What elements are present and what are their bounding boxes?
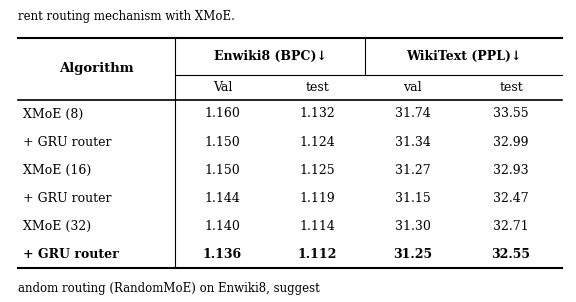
Text: Enwiki8 (BPC)↓: Enwiki8 (BPC)↓ xyxy=(214,50,327,63)
Text: 1.124: 1.124 xyxy=(300,136,335,149)
Text: 1.150: 1.150 xyxy=(204,163,240,176)
Text: 31.27: 31.27 xyxy=(395,163,430,176)
Text: + GRU router: + GRU router xyxy=(23,248,119,261)
Text: 1.125: 1.125 xyxy=(300,163,335,176)
Text: 1.160: 1.160 xyxy=(204,108,240,120)
Text: 32.47: 32.47 xyxy=(493,191,529,204)
Text: 1.144: 1.144 xyxy=(204,191,240,204)
Text: XMoE (16): XMoE (16) xyxy=(23,163,91,176)
Text: Val: Val xyxy=(213,81,232,94)
Text: test: test xyxy=(499,81,523,94)
Text: 1.150: 1.150 xyxy=(204,136,240,149)
Text: 1.114: 1.114 xyxy=(300,220,335,233)
Text: 1.119: 1.119 xyxy=(300,191,335,204)
Text: Algorithm: Algorithm xyxy=(59,63,134,76)
Text: 1.140: 1.140 xyxy=(204,220,240,233)
Text: 31.34: 31.34 xyxy=(395,136,430,149)
Text: 31.74: 31.74 xyxy=(395,108,430,120)
Text: 32.99: 32.99 xyxy=(493,136,529,149)
Text: test: test xyxy=(306,81,329,94)
Text: 1.112: 1.112 xyxy=(298,248,337,261)
Text: XMoE (32): XMoE (32) xyxy=(23,220,91,233)
Text: XMoE (8): XMoE (8) xyxy=(23,108,84,120)
Text: + GRU router: + GRU router xyxy=(23,191,112,204)
Text: 32.93: 32.93 xyxy=(493,163,529,176)
Text: 1.136: 1.136 xyxy=(203,248,242,261)
Text: 32.71: 32.71 xyxy=(493,220,529,233)
Text: 31.25: 31.25 xyxy=(393,248,432,261)
Text: andom routing (RandomMoE) on Enwiki8, suggest: andom routing (RandomMoE) on Enwiki8, su… xyxy=(18,282,320,295)
Text: val: val xyxy=(403,81,422,94)
Text: 33.55: 33.55 xyxy=(493,108,529,120)
Text: 31.30: 31.30 xyxy=(395,220,430,233)
Text: rent routing mechanism with XMoE.: rent routing mechanism with XMoE. xyxy=(18,10,235,23)
Text: + GRU router: + GRU router xyxy=(23,136,112,149)
Text: WikiText (PPL)↓: WikiText (PPL)↓ xyxy=(406,50,521,63)
Text: 32.55: 32.55 xyxy=(491,248,530,261)
Text: 1.132: 1.132 xyxy=(300,108,335,120)
Text: 31.15: 31.15 xyxy=(395,191,430,204)
